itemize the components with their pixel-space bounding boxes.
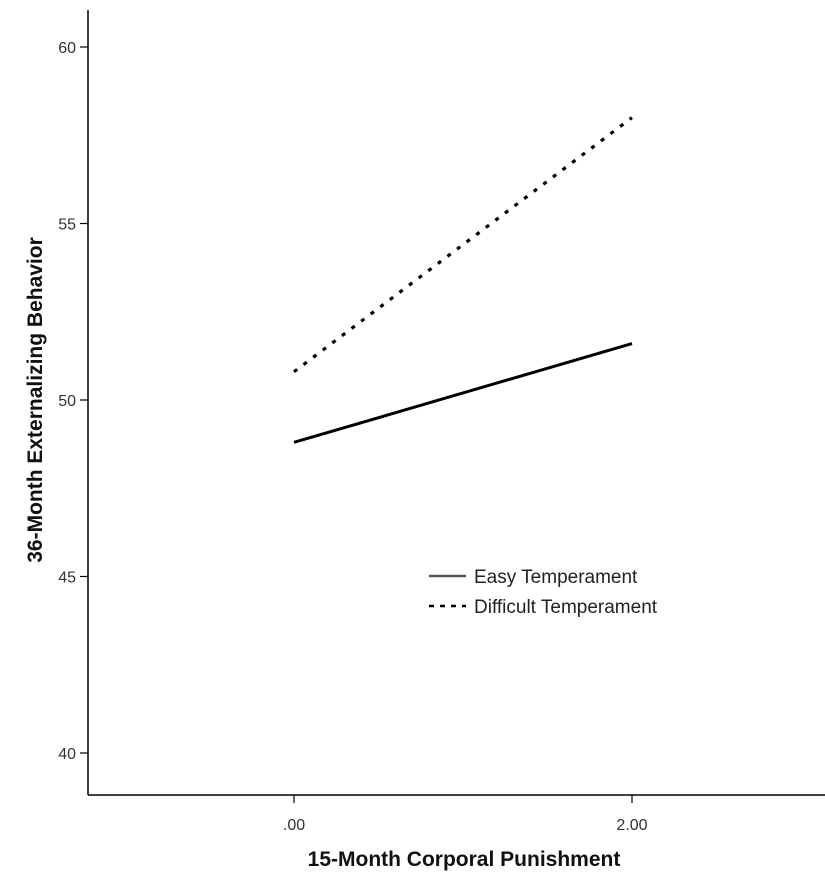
- y-tick-label: 60: [58, 40, 76, 57]
- y-tick-label: 40: [58, 746, 76, 763]
- series-lines: [293, 116, 633, 444]
- y-tick-label: 45: [58, 570, 76, 587]
- y-tick-label: 50: [58, 393, 76, 410]
- series-line-difficult-temperament: [293, 116, 633, 374]
- x-axis-title: 15-Month Corporal Punishment: [308, 848, 621, 871]
- series-line-easy-temperament: [293, 342, 633, 444]
- x-axis-ticks: .00 2.00: [283, 795, 648, 834]
- x-tick-label: .00: [283, 817, 305, 834]
- y-tick-label: 55: [58, 217, 76, 234]
- legend-label: Easy Temperament: [474, 567, 638, 588]
- legend-label: Difficult Temperament: [474, 597, 658, 618]
- y-axis-title: 36-Month Externalizing Behavior: [24, 237, 47, 563]
- y-axis-ticks: 40 45 50 55 60: [58, 40, 88, 763]
- legend: Easy Temperament Difficult Temperament: [429, 567, 658, 618]
- axes: [87, 10, 825, 796]
- x-tick-label: 2.00: [616, 817, 647, 834]
